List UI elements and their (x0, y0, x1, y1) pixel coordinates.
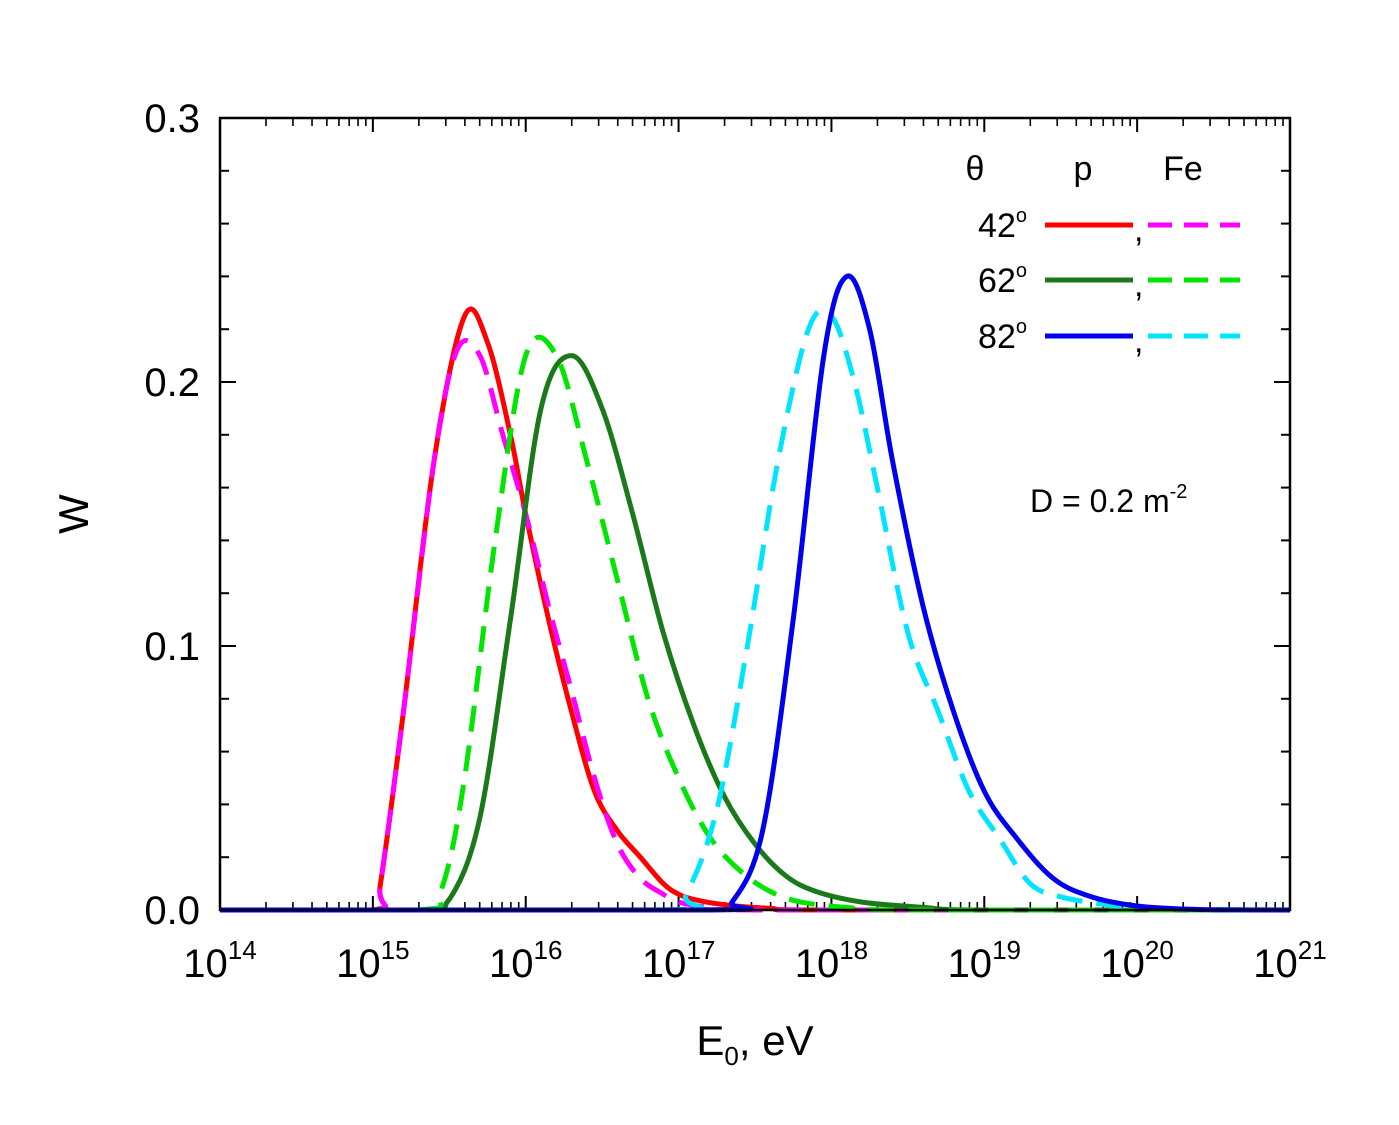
legend-angle-value: 82 (978, 318, 1016, 356)
x-tick-label: 1021 (1253, 935, 1326, 986)
density-annotation: D = 0.2 m-2 (1030, 481, 1187, 519)
x-tick-label-exponent: 20 (1145, 935, 1174, 965)
legend-header-theta: θ (966, 150, 985, 188)
legend-angle-label: 42o (978, 205, 1027, 245)
series-layer (219, 273, 1291, 913)
x-tick-label: 1019 (948, 935, 1021, 986)
axis-labels: 1014 1015 1016 1017 1018 1019 1020 10210.00.10.… (144, 97, 1326, 986)
x-tick-label-exponent: 17 (686, 935, 715, 965)
density-annotation-superscript: -2 (1170, 481, 1188, 503)
series-line-fe-42 (219, 338, 1290, 913)
x-tick-label-base: 10 (336, 942, 381, 986)
x-tick-label: 1015 (336, 935, 409, 986)
series-line-fe-82 (219, 307, 1291, 913)
legend-degree-mark: o (1016, 260, 1027, 282)
x-tick-label-base: 10 (795, 942, 840, 986)
x-tick-label-exponent: 19 (992, 935, 1021, 965)
legend-separator: , (1134, 211, 1143, 249)
y-tick-label: 0.2 (144, 361, 200, 405)
x-tick-label-base: 10 (183, 942, 228, 986)
legend-separator: , (1134, 322, 1143, 360)
legend-rows: 42o ,62o ,82o, (978, 205, 1240, 360)
y-tick-label: 0.0 (144, 889, 200, 933)
density-annotation-text: D = 0.2 m (1030, 483, 1170, 519)
legend-header-fe: Fe (1163, 150, 1203, 188)
x-tick-label: 1020 (1100, 935, 1173, 986)
series-line-fe-62 (219, 334, 1290, 913)
legend-header-p: p (1074, 150, 1093, 188)
x-tick-label-base: 10 (1253, 942, 1298, 986)
series-line-p-62 (219, 353, 1290, 913)
legend-degree-mark: o (1016, 205, 1027, 227)
legend-separator: , (1134, 266, 1143, 304)
x-tick-label-base: 10 (948, 942, 993, 986)
legend-angle-value: 42 (978, 207, 1016, 245)
x-tick-label-exponent: 15 (381, 935, 410, 965)
x-tick-label: 1017 (642, 935, 715, 986)
plot-frame (218, 116, 1292, 912)
legend-degree-mark: o (1016, 316, 1027, 338)
y-tick-label: 0.1 (144, 625, 200, 669)
legend-angle-value: 62 (978, 262, 1016, 300)
x-tick-label-base: 10 (1100, 942, 1145, 986)
legend-angle-label: 82o (978, 316, 1027, 356)
series-line-p-82 (219, 273, 1291, 913)
x-tick-label-exponent: 16 (534, 935, 563, 965)
x-tick-label-base: 10 (489, 942, 534, 986)
x-tick-label-base: 10 (642, 942, 687, 986)
legend: θ p Fe 42o ,62o ,82o, (966, 150, 1240, 360)
x-axis-title-subscript: 0 (724, 1041, 738, 1071)
x-tick-label: 1018 (795, 935, 868, 986)
legend-angle-label: 62o (978, 260, 1027, 300)
x-axis-title-suffix: , eV (739, 1017, 814, 1064)
x-axis-title: E0, eV (696, 1017, 813, 1071)
y-tick-label: 0.3 (144, 97, 200, 141)
x-tick-label: 1014 (183, 935, 256, 986)
x-tick-label: 1016 (489, 935, 562, 986)
x-tick-label-exponent: 21 (1298, 935, 1327, 965)
y-axis-title: W (50, 494, 97, 534)
x-tick-label-exponent: 14 (228, 935, 257, 965)
x-tick-label-exponent: 18 (839, 935, 868, 965)
x-axis-title-main: E (696, 1017, 724, 1064)
